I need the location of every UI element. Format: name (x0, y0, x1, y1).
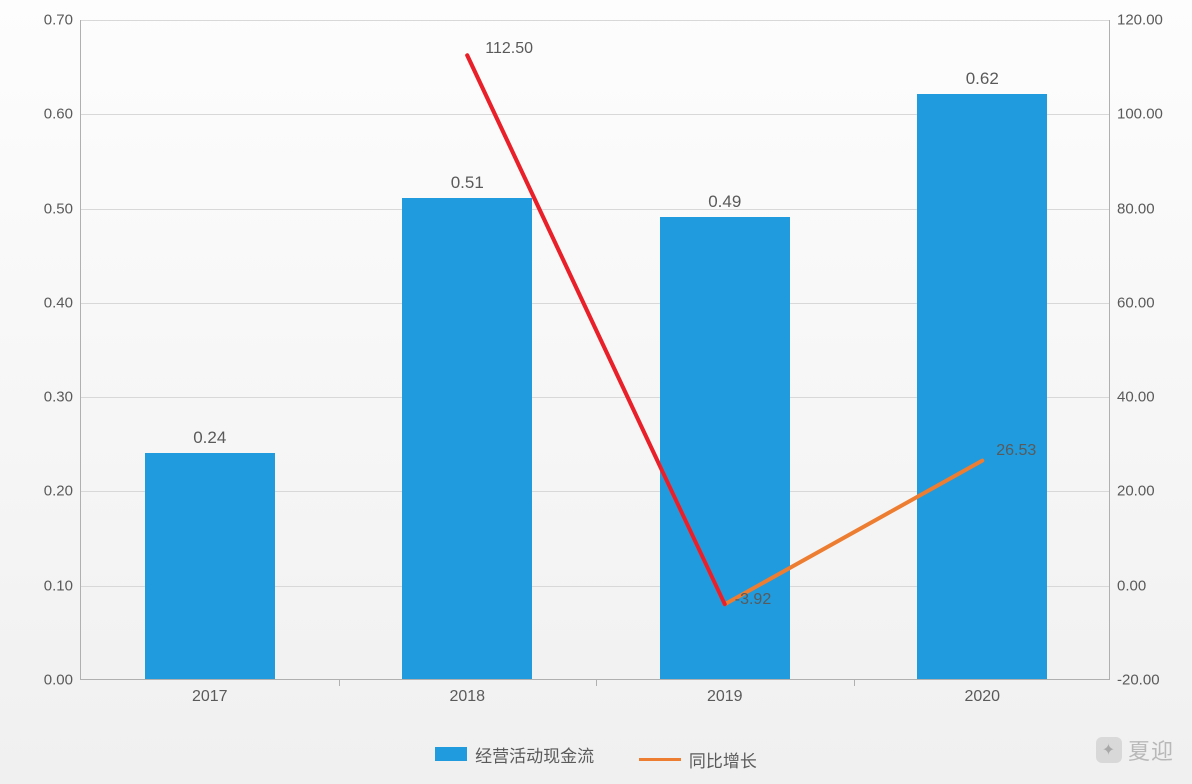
y-right-tick-label: 0.00 (1117, 577, 1187, 594)
y-left-tick-label: 0.40 (13, 294, 73, 311)
line-value-label: 26.53 (996, 442, 1036, 460)
x-tick-label: 2020 (932, 688, 1032, 706)
y-right-tick-label: 80.00 (1117, 200, 1187, 217)
plot-area: 0.000.100.200.300.400.500.600.70-20.000.… (80, 20, 1110, 680)
watermark-text: 夏迎 (1128, 734, 1174, 766)
watermark-icon: ✦ (1096, 737, 1122, 763)
y-left-tick-label: 0.30 (13, 389, 73, 406)
legend-swatch-bars (435, 747, 467, 761)
legend-label-bars: 经营活动现金流 (475, 742, 594, 767)
chart-container: 0.00 0.10 0.20 0.30 0.40 0.50 0.60 0.70 -20.00 0.… (0, 0, 1192, 784)
y-right-tick-label: 60.00 (1117, 294, 1187, 311)
y-left-tick-label: 0.00 (13, 672, 73, 689)
y-left-tick-label: 0.70 (13, 12, 73, 29)
y-left-tick-label: 0.60 (13, 106, 73, 123)
x-tick-label: 2017 (160, 688, 260, 706)
legend-item-line: 同比增长 (639, 747, 757, 772)
y-right-tick-label: 120.00 (1117, 12, 1187, 29)
legend: 经营活动现金流 同比增长 (0, 742, 1192, 773)
watermark: ✦ 夏迎 (1096, 734, 1174, 766)
y-right-tick-label: 40.00 (1117, 389, 1187, 406)
y-right-tick-label: 100.00 (1117, 106, 1187, 123)
y-left-tick-label: 0.50 (13, 200, 73, 217)
line-value-label: -3.92 (735, 591, 771, 609)
line-value-label: 112.50 (485, 40, 533, 58)
y-left-tick-label: 0.10 (13, 577, 73, 594)
x-tick-label: 2018 (417, 688, 517, 706)
legend-swatch-line (639, 758, 681, 761)
y-left-tick-label: 0.20 (13, 483, 73, 500)
x-tick-label: 2019 (675, 688, 775, 706)
legend-item-bars: 经营活动现金流 (435, 742, 594, 767)
legend-label-line: 同比增长 (689, 747, 757, 772)
y-right-tick-label: 20.00 (1117, 483, 1187, 500)
line-layer (81, 20, 1109, 679)
y-right-tick-label: -20.00 (1117, 672, 1187, 689)
